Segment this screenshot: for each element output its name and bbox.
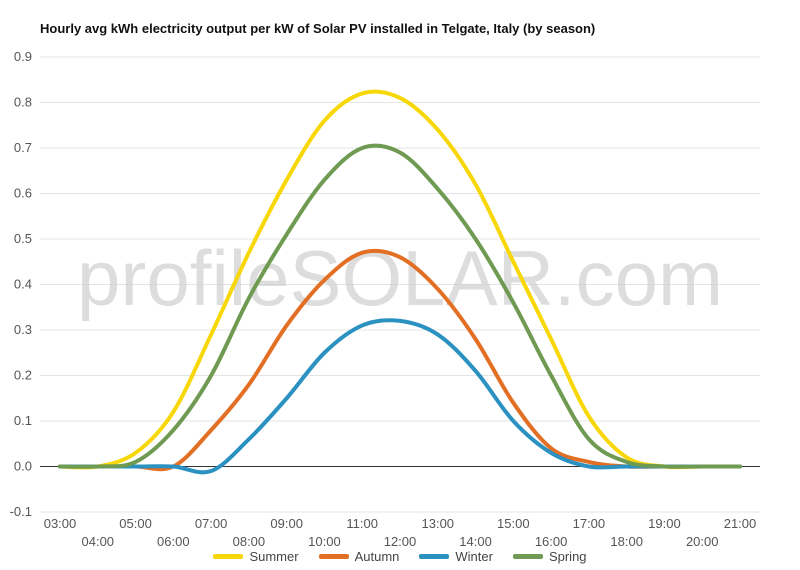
y-axis: -0.1 0.0 0.1 0.2 0.3 0.4 0.5 0.6 0.7 0.8 0.9 [10, 49, 32, 519]
x-tick-label: 19:00 [648, 516, 681, 531]
y-tick-label: 0.8 [14, 95, 32, 110]
legend-item-autumn[interactable]: Autumn [318, 549, 400, 564]
legend-label: Winter [455, 549, 493, 564]
y-tick-label: 0.4 [14, 277, 32, 292]
y-tick-label: 0.7 [14, 140, 32, 155]
legend-swatch [213, 554, 244, 559]
x-tick-label: 06:00 [157, 534, 190, 549]
watermark-text: profileSOLAR.com [77, 234, 723, 322]
x-tick-label: 15:00 [497, 516, 530, 531]
x-tick-label: 21:00 [724, 516, 757, 531]
x-tick-label: 12:00 [384, 534, 417, 549]
y-tick-label: 0.9 [14, 49, 32, 64]
x-tick-label: 03:00 [44, 516, 77, 531]
series-group [58, 89, 742, 475]
y-tick-label: 0.0 [14, 459, 32, 474]
x-tick-label: 13:00 [422, 516, 455, 531]
chart-title: Hourly avg kWh electricity output per kW… [40, 21, 596, 36]
legend-label: Autumn [354, 549, 400, 564]
x-tick-label: 20:00 [686, 534, 719, 549]
y-tick-label: -0.1 [10, 504, 32, 519]
legend-swatch [419, 554, 450, 559]
x-tick-label: 08:00 [233, 534, 266, 549]
x-tick-label: 07:00 [195, 516, 228, 531]
series-line-spring [58, 143, 742, 469]
legend-label: Spring [548, 549, 587, 564]
x-tick-label: 17:00 [573, 516, 606, 531]
x-tick-label: 11:00 [346, 516, 378, 531]
x-axis: 03:00 04:00 05:00 06:00 07:00 08:00 09:00 10:00… [44, 516, 757, 549]
y-tick-label: 0.2 [14, 368, 32, 383]
x-tick-label: 04:00 [82, 534, 115, 549]
x-tick-label: 14:00 [459, 534, 492, 549]
x-tick-label: 09:00 [270, 516, 303, 531]
legend-swatch [512, 554, 543, 559]
legend-item-spring[interactable]: Spring [512, 549, 587, 564]
gridlines [40, 56, 760, 513]
y-tick-label: 0.6 [14, 186, 32, 201]
legend-label: Summer [249, 549, 299, 564]
y-tick-label: 0.5 [14, 231, 32, 246]
series-line-summer [58, 89, 742, 470]
legend-item-summer[interactable]: Summer [213, 549, 299, 564]
x-tick-label: 16:00 [535, 534, 568, 549]
legend-item-winter[interactable]: Winter [419, 549, 493, 564]
series-line-winter [58, 318, 742, 475]
legend-swatch [318, 554, 349, 559]
x-tick-label: 05:00 [119, 516, 152, 531]
x-tick-label: 18:00 [610, 534, 643, 549]
legend: Summer Autumn Winter Spring [0, 549, 800, 564]
x-tick-label: 10:00 [308, 534, 341, 549]
y-tick-label: 0.3 [14, 322, 32, 337]
y-tick-label: 0.1 [14, 413, 32, 428]
